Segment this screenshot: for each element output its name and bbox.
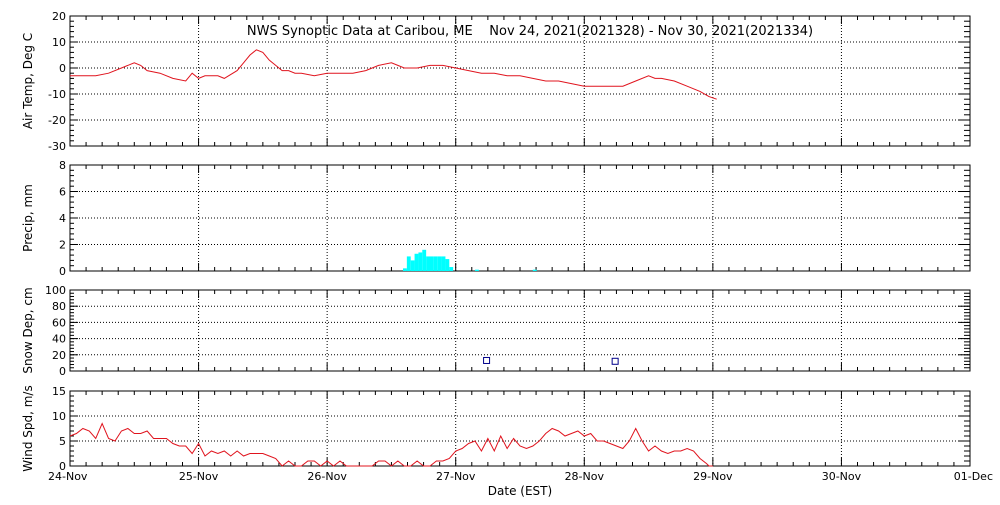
precip-bar: [403, 268, 407, 271]
x-tick-label: 26-Nov: [307, 470, 347, 483]
precip-bar: [418, 252, 423, 271]
precip-panel: 8 6 4 2 0 Precip, mm: [21, 159, 971, 278]
snow-point: [611, 357, 619, 365]
temp-ylabel: Air Temp, Deg C: [21, 33, 35, 129]
snow-ytick-label: 80: [52, 300, 66, 313]
precip-ytick-label: 8: [59, 159, 66, 172]
wind-ytick-label: 10: [52, 410, 66, 423]
x-tick-label: 25-Nov: [179, 470, 219, 483]
x-tick-label: 29-Nov: [693, 470, 733, 483]
temp-ytick-label: -10: [48, 88, 66, 101]
wind-ytick-label: 15: [52, 385, 66, 398]
snow-frame: [69, 289, 971, 372]
snow-panel: 100 80 60 40 20 0 Snow Dep, cm: [21, 284, 971, 378]
x-tick-label: 01-Dec: [954, 470, 993, 483]
precip-bar: [410, 260, 415, 271]
precip-bar: [406, 256, 411, 271]
precip-bar: [414, 253, 419, 271]
snow-ytick-label: 100: [45, 284, 66, 297]
wind-ytick-label: 5: [59, 435, 66, 448]
precip-bar: [449, 267, 454, 271]
temp-ytick-label: 10: [52, 36, 66, 49]
snow-ytick-label: 40: [52, 333, 66, 346]
x-tick-label: 28-Nov: [565, 470, 605, 483]
wind-ylabel: Wind Spd, m/s: [21, 385, 35, 471]
precip-bar: [430, 256, 434, 271]
wind-series-line: [69, 422, 713, 467]
precip-bar: [532, 269, 537, 271]
precip-bar: [422, 249, 427, 271]
temp-series-line: [70, 49, 717, 100]
precip-ytick-label: 2: [59, 239, 66, 252]
wind-frame: [69, 390, 971, 467]
temp-ytick-label: 0: [59, 62, 66, 75]
snow-ytick-label: 60: [52, 316, 66, 329]
chart-title: NWS Synoptic Data at Caribou, ME Nov 24,…: [247, 24, 813, 39]
precip-bar: [433, 256, 438, 271]
precip-bar: [441, 256, 446, 271]
x-tick-label: 27-Nov: [436, 470, 476, 483]
x-tick-label: 24-Nov: [48, 470, 88, 483]
temp-ytick-label: -20: [48, 114, 66, 127]
precip-ytick-label: 0: [59, 265, 66, 278]
precip-bar: [445, 259, 450, 271]
temp-panel: 20 10 0 -10 -20 -30 Air Temp, Deg C: [21, 10, 971, 153]
precip-bar: [437, 256, 442, 271]
wind-panel: 15 10 5 0 Wind Spd, m/s: [21, 385, 971, 473]
precip-ylabel: Precip, mm: [21, 184, 35, 252]
precip-ytick-label: 6: [59, 186, 66, 199]
precip-bar: [426, 256, 430, 271]
x-axis-title: Date (EST): [488, 484, 552, 498]
wind-ytick-label: 0: [59, 460, 66, 473]
snow-ylabel: Snow Dep, cm: [21, 287, 35, 373]
x-tick-label: 30-Nov: [822, 470, 862, 483]
precip-bar: [475, 269, 479, 271]
temp-ytick-label: -30: [48, 140, 66, 153]
snow-ytick-label: 0: [59, 365, 66, 378]
snow-point: [483, 356, 491, 364]
precip-ytick-label: 4: [59, 212, 66, 225]
temp-ytick-label: 20: [52, 10, 66, 23]
snow-ytick-label: 20: [52, 349, 66, 362]
